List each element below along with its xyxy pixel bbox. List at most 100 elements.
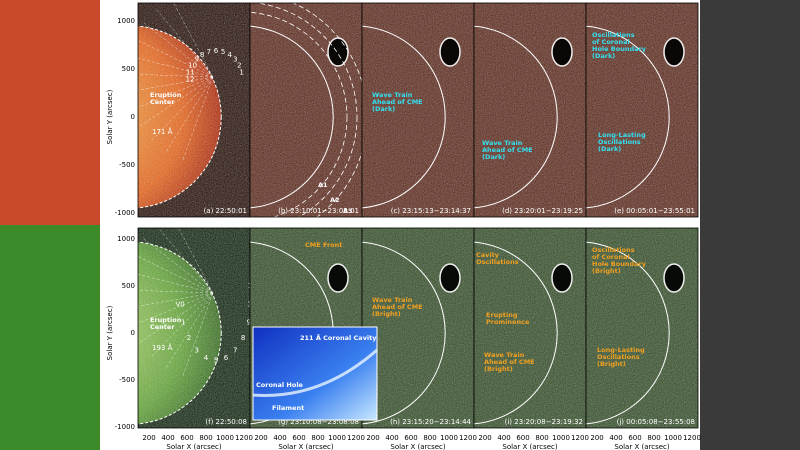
annotation: Ahead of CME (482, 146, 533, 154)
x-tick-label: 400 (161, 434, 174, 442)
limb (362, 241, 446, 425)
annotation: Long-Lasting (597, 346, 645, 354)
slice-label: 10 (188, 62, 197, 70)
slice-line (165, 292, 214, 370)
slice-label: 4 (228, 51, 233, 59)
panel (362, 228, 474, 428)
slice-label: 8 (241, 334, 245, 342)
slice-line (173, 3, 214, 78)
x-tick-label: 600 (292, 434, 305, 442)
slice-line (150, 76, 214, 142)
annotation: Wave Train (484, 351, 525, 359)
panel (138, 228, 250, 428)
panel-label: (d) 23:20:01−23:19:25 (502, 207, 583, 215)
slice-line (138, 292, 214, 307)
panel (474, 228, 586, 428)
panel (250, 3, 362, 217)
slice-label: 6 (224, 354, 229, 362)
slice-label: 2 (237, 62, 241, 70)
slice-line (178, 228, 214, 294)
noise (138, 3, 250, 217)
noise (138, 228, 250, 428)
annotation: (Dark) (372, 105, 395, 113)
slice-line (181, 76, 214, 162)
slice-line (158, 228, 214, 294)
annotation: Center (150, 323, 175, 331)
slice-label: 7 (207, 48, 211, 56)
slice-label: 11 (186, 68, 195, 76)
panel-label: (f) 22:50:08 (205, 418, 247, 426)
slice-line (150, 292, 214, 358)
x-tick-label: 1000 (440, 434, 458, 442)
slice-line (154, 7, 214, 78)
y-tick-label: 1000 (117, 235, 135, 243)
slice-line (141, 21, 214, 78)
x-tick-label: 600 (628, 434, 641, 442)
noise (362, 228, 474, 428)
slice-label: 12 (186, 76, 195, 84)
x-tick-label: 1200 (235, 434, 253, 442)
x-tick-label: 800 (199, 434, 212, 442)
annotation: Ahead of CME (372, 98, 423, 106)
limb (250, 25, 334, 209)
slice-label: 9 (246, 319, 250, 327)
cme-feature (663, 263, 685, 293)
annotation: Hole Boundary (592, 260, 647, 268)
blur-bg (0, 225, 100, 450)
arc-slice (253, 3, 358, 217)
x-tick-label: 200 (254, 434, 267, 442)
x-axis-title: Solar X (arcsec) (502, 443, 557, 450)
x-tick-label: 1000 (552, 434, 570, 442)
x-tick-label: 1200 (347, 434, 365, 442)
slice-line (138, 76, 214, 108)
annotation: of Coronal (592, 38, 630, 46)
noise (586, 228, 698, 428)
y-tick-label: -1000 (115, 209, 135, 217)
x-tick-label: 200 (366, 434, 379, 442)
cme-feature (327, 263, 349, 293)
x-axis-title: Solar X (arcsec) (390, 443, 445, 450)
noise (250, 3, 362, 217)
wavelength-label: 193 Å (152, 343, 173, 352)
x-tick-label: 200 (142, 434, 155, 442)
x-tick-label: 800 (311, 434, 324, 442)
panel-label: (j) 00:05:08−23:55:08 (617, 418, 695, 426)
panel-label: (g) 23:10:08−23:08:08 (278, 418, 359, 426)
slice-line (138, 274, 214, 294)
x-tick-label: 600 (180, 434, 193, 442)
annotation: Ahead of CME (372, 303, 423, 311)
x-tick-label: 1000 (328, 434, 346, 442)
limb (474, 25, 558, 209)
panel-label: (h) 23:15:20−23:14:44 (390, 418, 471, 426)
y-tick-label: -500 (119, 376, 135, 384)
annotation: Oscillations (476, 258, 519, 266)
y-tick-label: -500 (119, 161, 135, 169)
x-axis-title: Solar X (arcsec) (278, 443, 333, 450)
annotation: (Dark) (598, 145, 621, 153)
annotation: Ahead of CME (484, 358, 535, 366)
x-tick-label: 200 (478, 434, 491, 442)
slice-label: 3 (233, 56, 237, 64)
slice-line (165, 76, 214, 154)
limb (474, 241, 558, 425)
blur-bg (0, 0, 100, 225)
cme-feature (327, 37, 349, 67)
x-tick-label: 800 (647, 434, 660, 442)
slice-line (138, 256, 214, 294)
panel (474, 3, 586, 217)
slice-line (138, 76, 214, 91)
slice-label: 9 (194, 56, 198, 64)
slice-line (138, 292, 214, 324)
slice-line (141, 237, 214, 294)
annotation: Wave Train (372, 91, 413, 99)
y-tick-label: 1000 (117, 17, 135, 25)
panel (586, 3, 698, 217)
blur-bg (700, 0, 800, 450)
annotation: (Bright) (597, 360, 626, 368)
panel-label: (c) 23:15:13−23:14:37 (391, 207, 471, 215)
slice-label: 2 (187, 334, 191, 342)
annotation: Oscillations (592, 246, 635, 254)
x-tick-label: 400 (273, 434, 286, 442)
x-tick-label: 400 (497, 434, 510, 442)
